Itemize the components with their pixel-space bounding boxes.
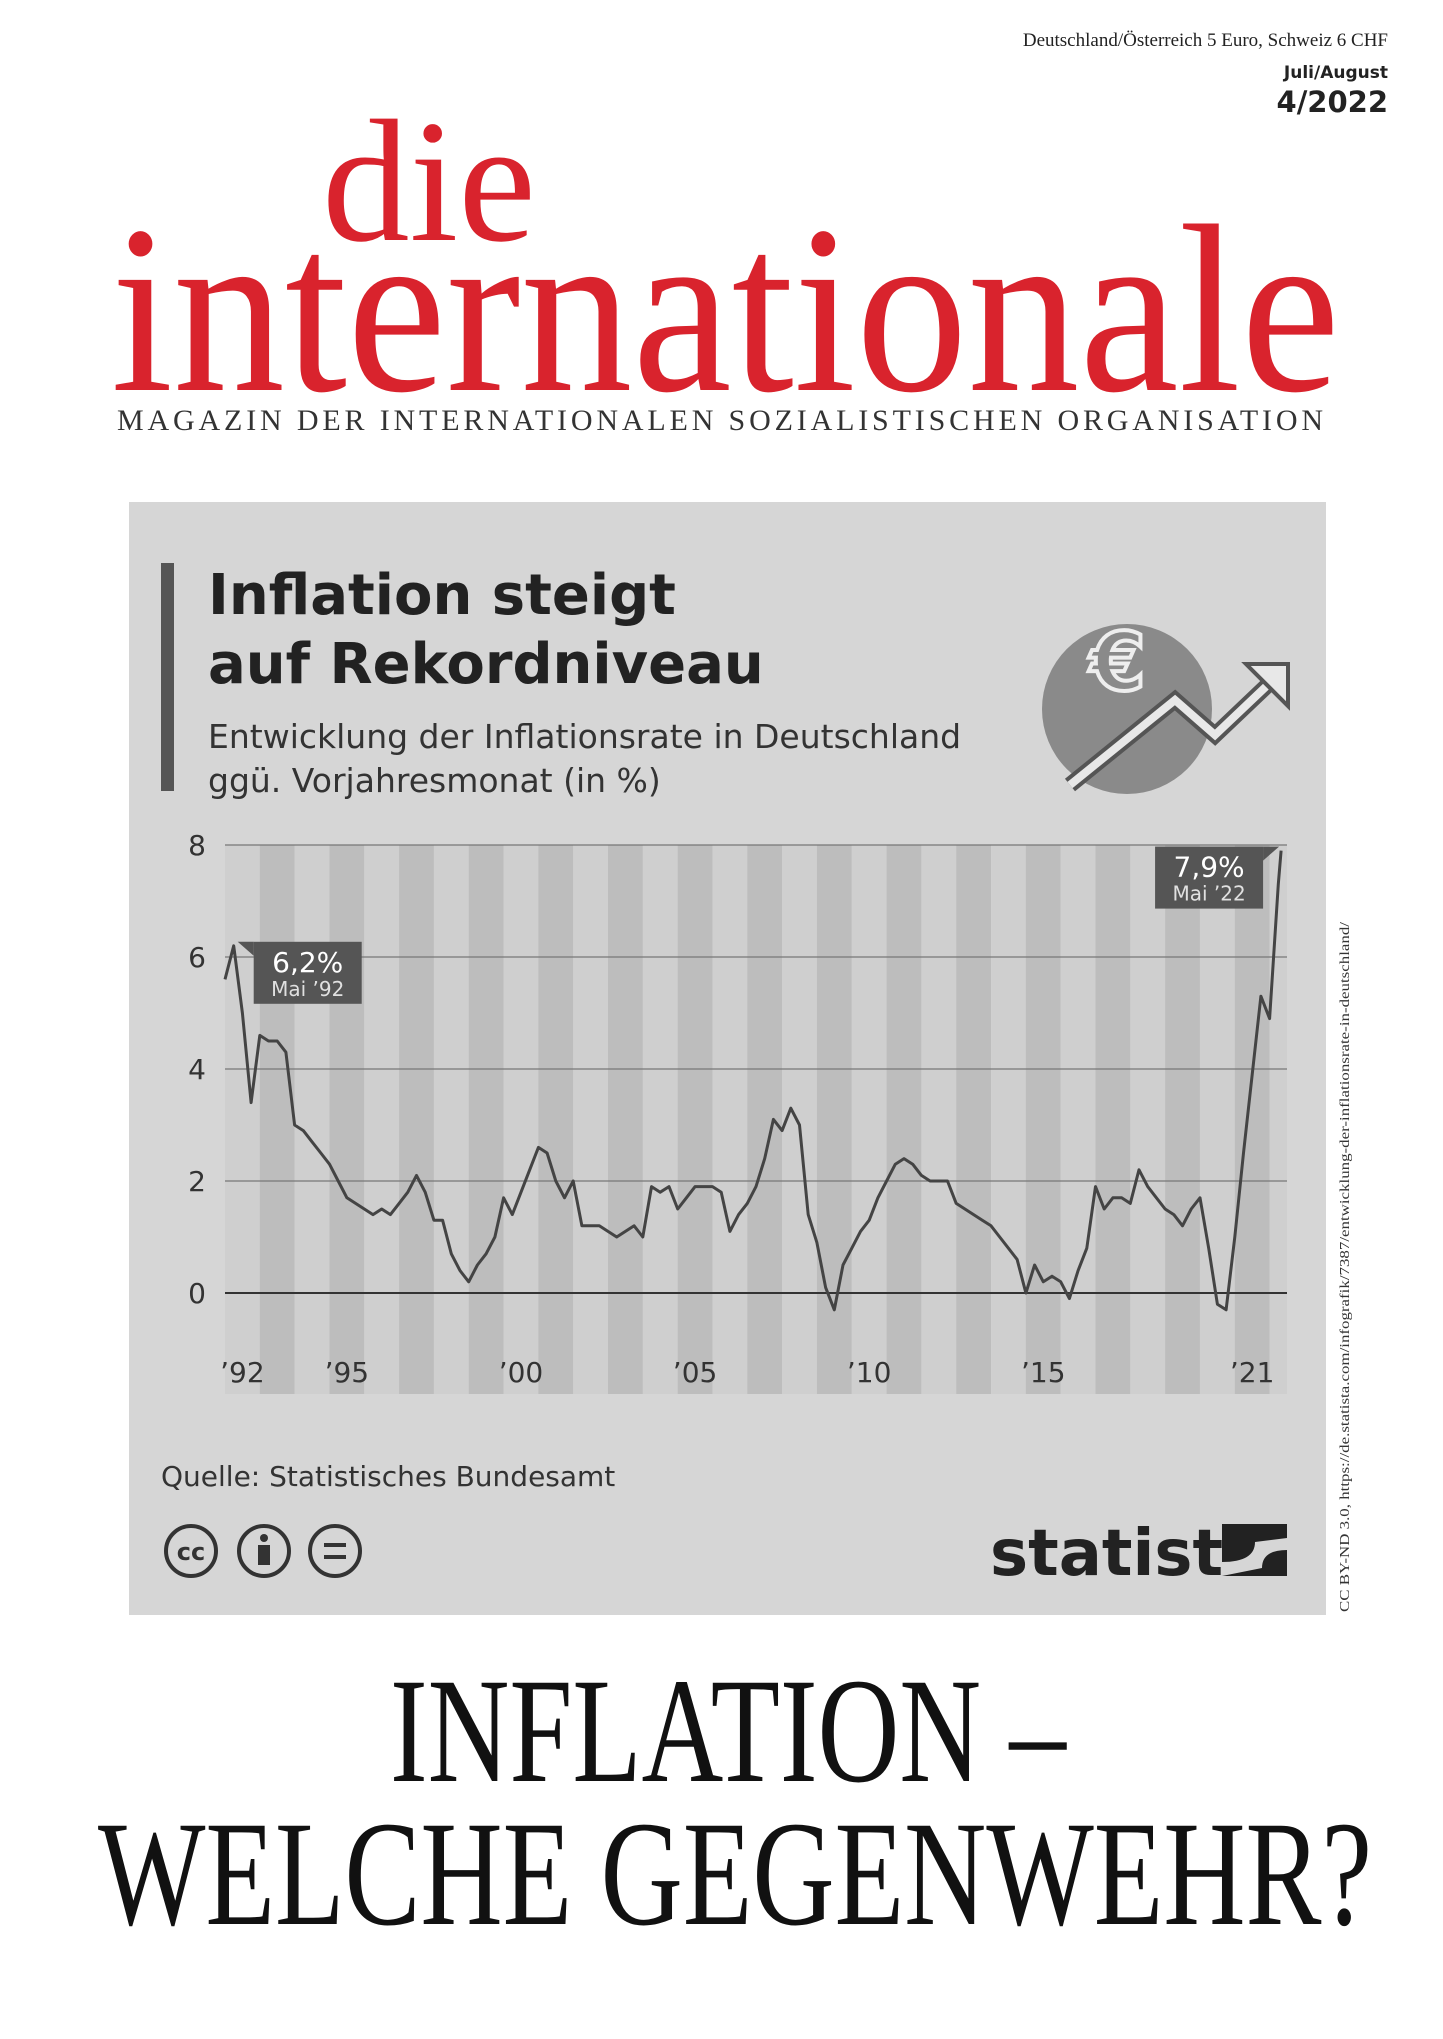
annotation-pointer [1263, 846, 1280, 861]
issue-months: Juli/August [1283, 63, 1388, 83]
annotation-label: 6,2% [272, 946, 343, 979]
annotation-box [1155, 846, 1264, 909]
tagline: MAGAZIN DER INTERNATIONALEN SOZIALISTISC… [117, 404, 1323, 437]
year-stripe [677, 845, 713, 1394]
year-stripe [573, 845, 609, 1394]
title-bar [161, 563, 174, 791]
year-stripe [747, 845, 783, 1394]
plot: 0 2 4 6 8 ’92 ’95 ’00 ’05 ’10 ’15 ’21 6,2%Mai ’92 7,9… [188, 829, 1287, 1394]
x-tick-label: ’95 [325, 1356, 370, 1389]
svg-text:€: € [1088, 616, 1146, 709]
chart-title: Inflation steigt [208, 563, 676, 628]
brand-logo [1222, 1524, 1287, 1576]
year-stripe [921, 845, 957, 1394]
masthead-title: internationale [111, 176, 1340, 442]
year-stripe [1199, 845, 1235, 1394]
x-tick-label: ’92 [220, 1356, 265, 1389]
year-stripe [538, 845, 574, 1394]
inflation-line [223, 850, 1283, 1312]
annotation-sublabel: Mai ’92 [271, 977, 344, 1001]
year-stripe [991, 845, 1026, 1394]
year-stripe [1095, 845, 1131, 1394]
year-stripe [1025, 845, 1061, 1394]
year-stripe [1060, 845, 1096, 1394]
x-tick-label: ’00 [499, 1356, 544, 1389]
y-tick-label: 8 [188, 829, 206, 862]
x-tick-label: ’10 [847, 1356, 892, 1389]
year-stripe [1234, 845, 1270, 1394]
annotation-box [253, 941, 362, 1004]
x-tick-label: ’05 [673, 1356, 718, 1389]
year-stripe [608, 845, 643, 1394]
year-stripe [433, 845, 469, 1394]
credit: CC BY-ND 3.0, https://de.statista.com/in… [1338, 922, 1353, 1612]
year-stripe [886, 845, 922, 1394]
year-stripe [364, 845, 400, 1394]
x-tick-label: ’15 [1021, 1356, 1066, 1389]
cc-icons: cc [164, 1524, 362, 1578]
chart-subtitle: ggü. Vorjahresmonat (in %) [208, 761, 661, 800]
annotation-sublabel: Mai ’22 [1172, 882, 1245, 906]
y-tick-label: 6 [188, 941, 206, 974]
annotation-pointer [237, 941, 254, 956]
brand: statista [990, 1517, 1266, 1591]
year-stripe [712, 845, 748, 1394]
price: Deutschland/Österreich 5 Euro, Schweiz 6… [1023, 30, 1388, 51]
annotation-label: 7,9% [1174, 851, 1245, 884]
year-stripe [1165, 845, 1200, 1394]
chart-title: auf Rekordniveau [208, 632, 764, 697]
issue-number: 4/2022 [1277, 85, 1388, 119]
year-stripe [503, 845, 539, 1394]
euro-icon: € [1042, 614, 1290, 794]
svg-text:cc: cc [177, 1538, 205, 1566]
x-tick-label: ’21 [1230, 1356, 1275, 1389]
year-stripe [851, 845, 887, 1394]
year-stripe [329, 845, 365, 1394]
year-stripe [816, 845, 852, 1394]
chart-subtitle: Entwicklung der Inflationsrate in Deutsc… [208, 717, 961, 756]
masthead-die: die [322, 84, 536, 278]
y-tick-label: 4 [188, 1053, 206, 1086]
source: Quelle: Statistisches Bundesamt [161, 1460, 615, 1493]
year-stripe [259, 845, 295, 1394]
year-stripe [1130, 845, 1166, 1394]
year-stripe [642, 845, 678, 1394]
headline: WELCHE GEGENWEHR? [98, 1791, 1372, 1957]
y-tick-label: 0 [188, 1277, 206, 1310]
year-stripe [225, 845, 260, 1394]
year-stripe [956, 845, 992, 1394]
year-stripe [468, 845, 504, 1394]
headline: INFLATION – [390, 1648, 1067, 1814]
year-stripe [1269, 845, 1287, 1394]
year-stripe [399, 845, 434, 1394]
y-tick-label: 2 [188, 1165, 206, 1198]
year-stripe [294, 845, 330, 1394]
